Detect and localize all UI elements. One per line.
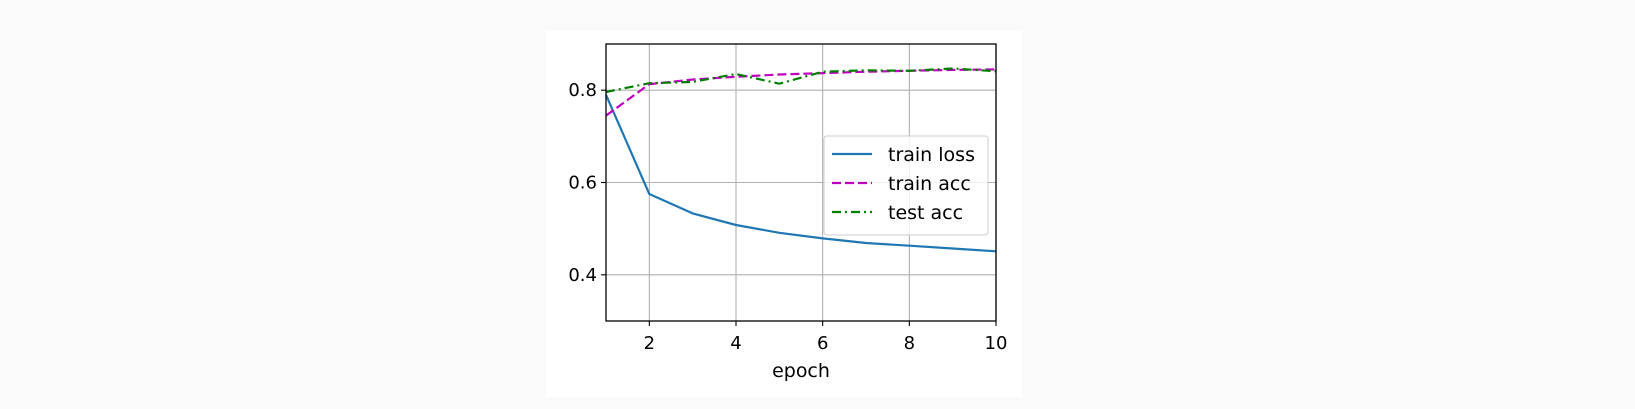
axis-ticks: 2 4 6 8 10 0.4 0.6 0.8 — [568, 80, 1007, 354]
x-tick-label: 6 — [817, 333, 828, 354]
series-line-train-acc — [605, 68, 997, 117]
series-lines — [604, 67, 997, 253]
series-line-train-loss — [604, 94, 997, 253]
legend: train loss train acc test acc — [823, 135, 989, 236]
legend-box — [823, 135, 989, 236]
y-tick-label: 0.4 — [568, 265, 597, 286]
legend-label: train acc — [888, 173, 971, 195]
series-line-test-acc — [605, 67, 997, 94]
legend-label: test acc — [888, 202, 963, 224]
chart-figure: 2 4 6 8 10 0.4 0.6 0.8 epoch train loss train ac… — [546, 31, 1022, 397]
y-tick-label: 0.8 — [568, 80, 597, 101]
x-tick-label: 10 — [985, 333, 1008, 354]
x-tick-label: 4 — [730, 333, 741, 354]
x-tick-label: 8 — [904, 333, 915, 354]
x-axis-label: epoch — [772, 360, 830, 382]
line-chart: 2 4 6 8 10 0.4 0.6 0.8 epoch train loss train ac… — [568, 43, 1007, 382]
legend-label: train loss — [888, 144, 975, 166]
y-tick-label: 0.6 — [568, 173, 597, 194]
x-tick-label: 2 — [644, 333, 655, 354]
